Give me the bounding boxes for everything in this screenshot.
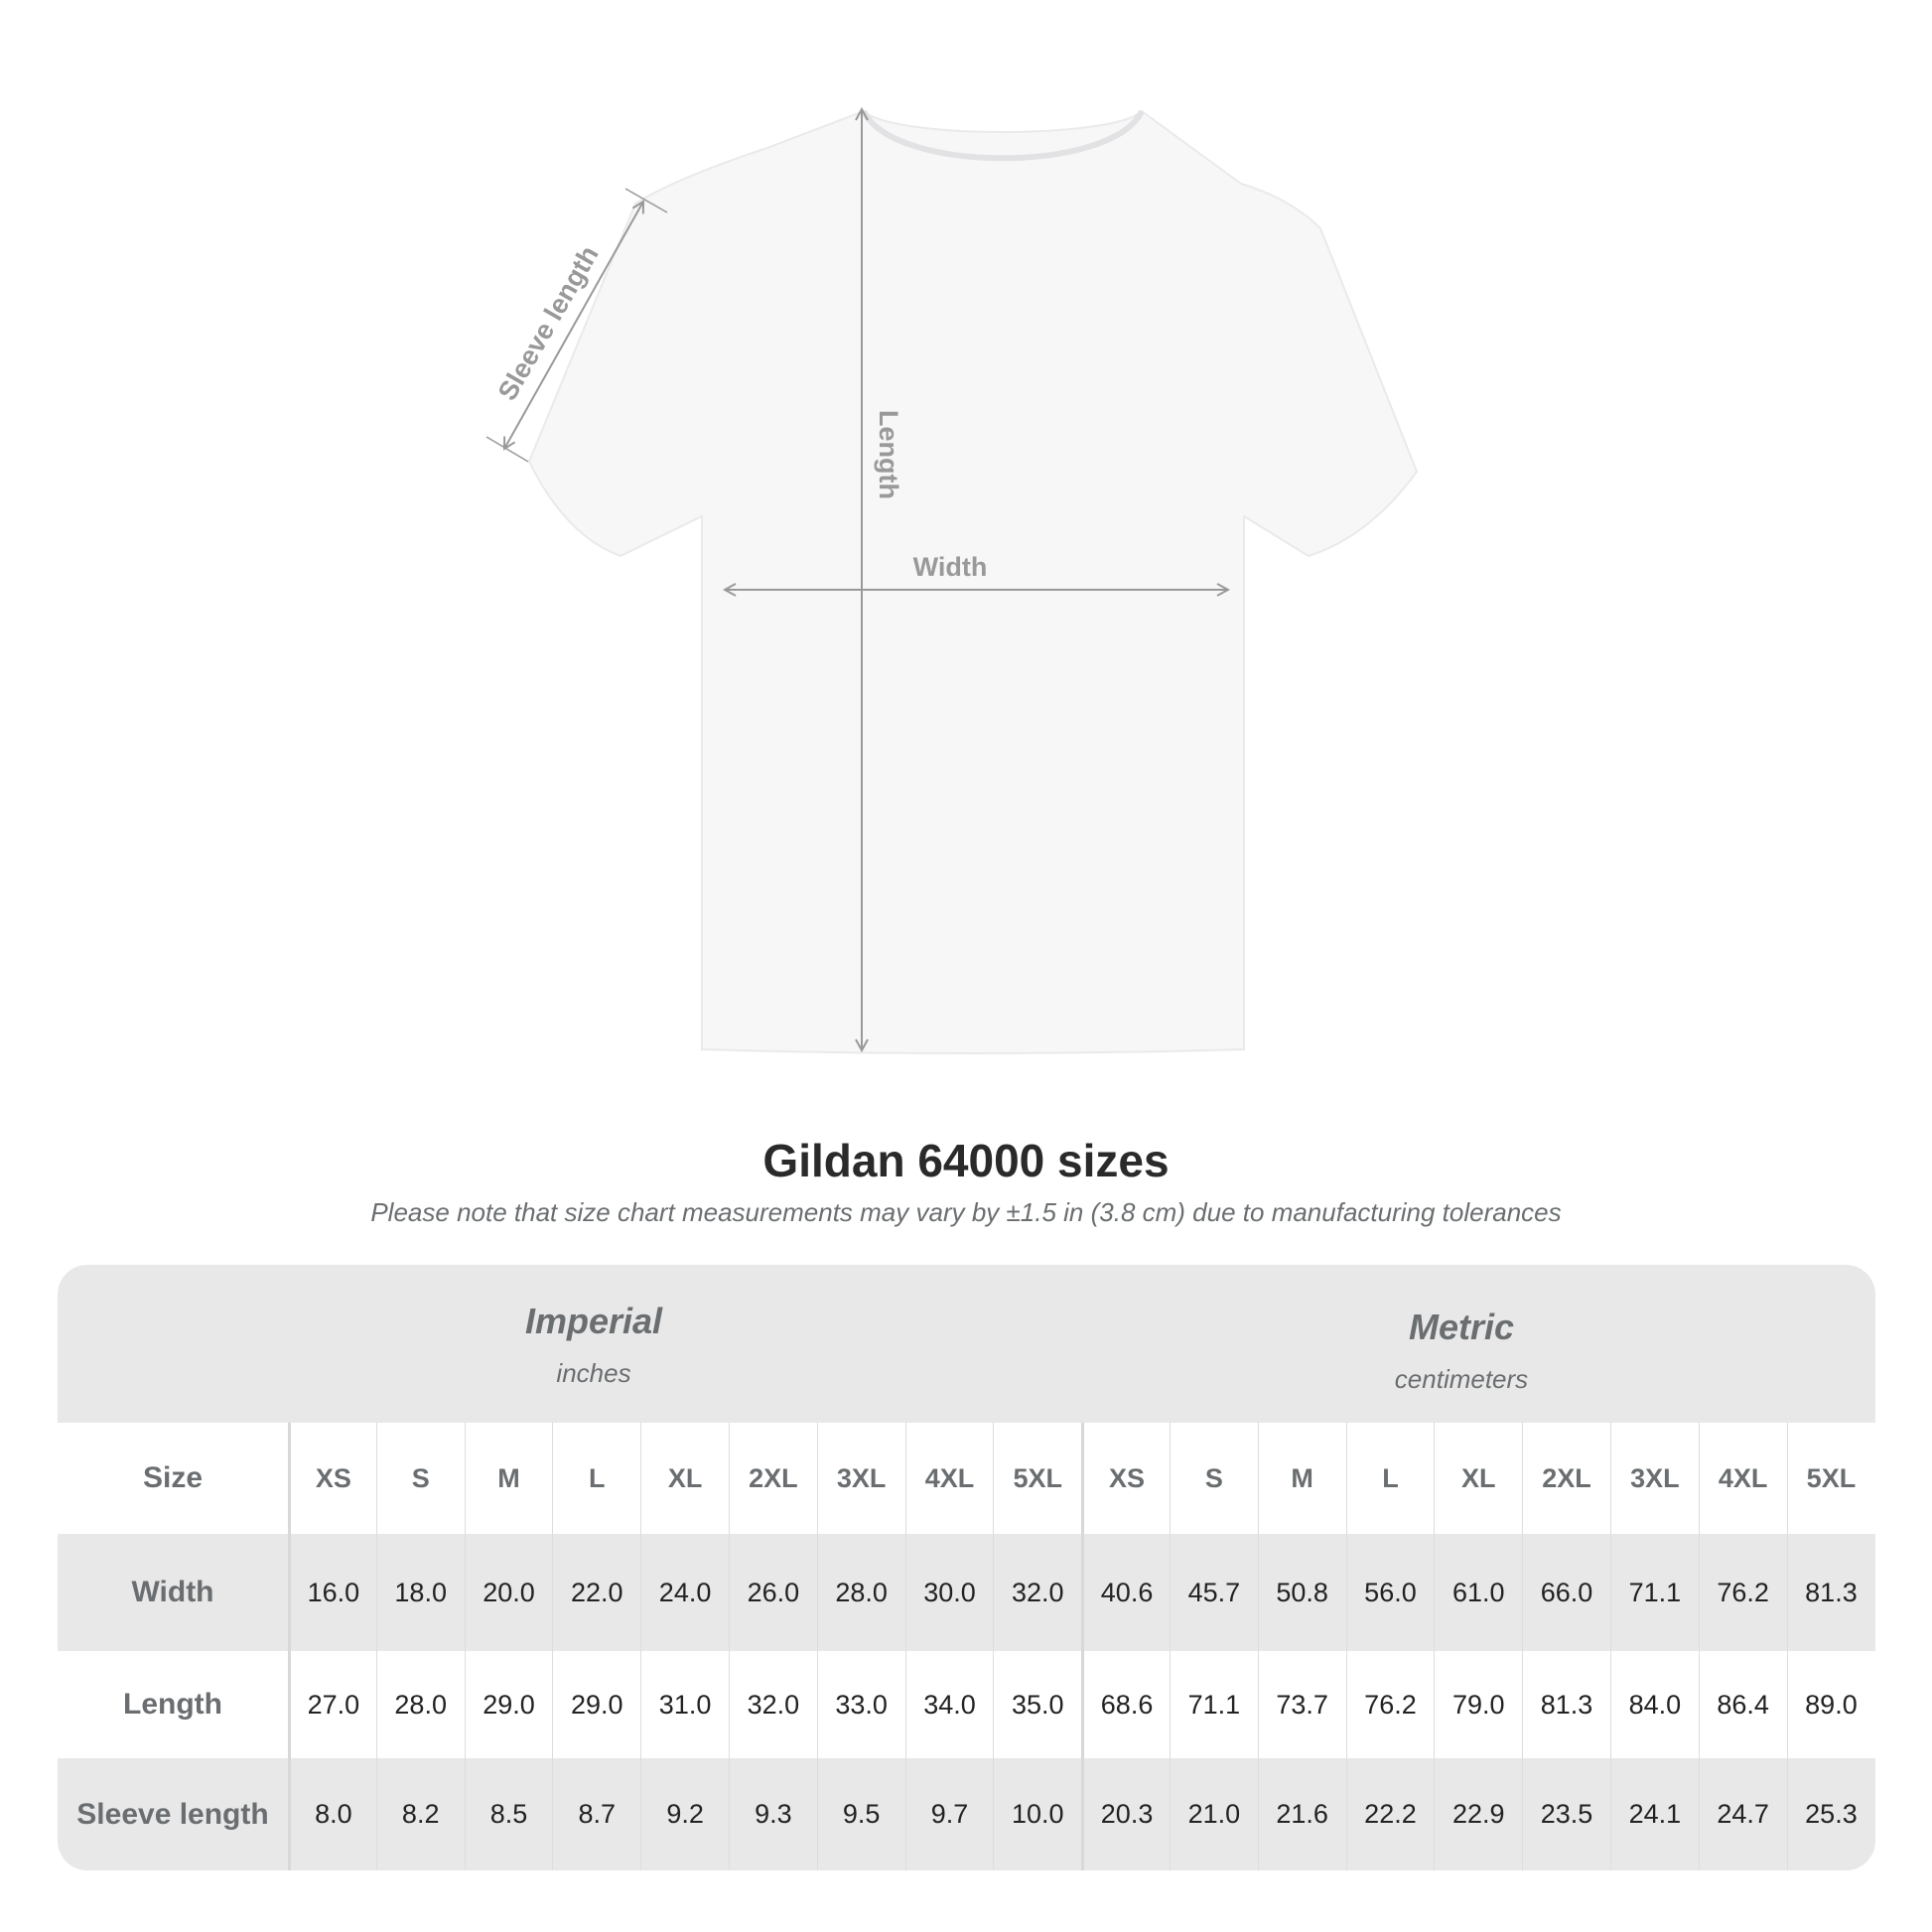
header-band bbox=[58, 1265, 1875, 1423]
sleeve-arrow bbox=[504, 202, 643, 449]
table-row: Sleeve length 8.0 8.2 8.5 8.7 9.2 9.3 9.5 9.7 10.… bbox=[58, 1758, 1875, 1870]
width-label: Width bbox=[913, 552, 988, 582]
size-header: M bbox=[464, 1423, 553, 1534]
size-header: XS bbox=[288, 1423, 376, 1534]
table-cell: 24.1 bbox=[1609, 1758, 1699, 1870]
imperial-unit: inches bbox=[556, 1358, 631, 1388]
table-cell: 50.8 bbox=[1257, 1534, 1346, 1651]
table-cell: 29.0 bbox=[464, 1651, 553, 1758]
size-header: 5XL bbox=[993, 1423, 1081, 1534]
tolerance-note: Please note that size chart measurements… bbox=[370, 1197, 1562, 1227]
metric-unit: centimeters bbox=[1394, 1364, 1529, 1394]
size-header: XL bbox=[1434, 1423, 1522, 1534]
table-cell: 66.0 bbox=[1522, 1534, 1610, 1651]
page-title: Gildan 64000 sizes bbox=[762, 1135, 1170, 1186]
table-cell: 89.0 bbox=[1786, 1651, 1875, 1758]
table-cell: 32.0 bbox=[728, 1651, 817, 1758]
size-header: 4XL bbox=[1698, 1423, 1787, 1534]
tshirt-diagram: Width Length Sleeve length bbox=[485, 0, 1419, 1054]
size-label: Size bbox=[142, 1461, 204, 1494]
table-cell: 20.0 bbox=[464, 1534, 553, 1651]
table-cell: 22.0 bbox=[552, 1534, 640, 1651]
table-cell: 81.3 bbox=[1786, 1534, 1875, 1651]
table-cell: 27.0 bbox=[288, 1651, 376, 1758]
table-cell: 22.9 bbox=[1434, 1758, 1522, 1870]
size-header: 3XL bbox=[816, 1423, 905, 1534]
table-cell: 26.0 bbox=[728, 1534, 817, 1651]
table-cell: 34.0 bbox=[904, 1651, 994, 1758]
imperial-name: Imperial bbox=[524, 1301, 663, 1341]
size-header: 2XL bbox=[728, 1423, 817, 1534]
table-cell: 9.5 bbox=[816, 1758, 905, 1870]
table-cell: 8.5 bbox=[464, 1758, 553, 1870]
table-cell: 68.6 bbox=[1081, 1651, 1170, 1758]
table-cell: 79.0 bbox=[1434, 1651, 1522, 1758]
table-cell: 22.2 bbox=[1345, 1758, 1435, 1870]
table-cell: 25.3 bbox=[1786, 1758, 1875, 1870]
table-cell: 9.3 bbox=[728, 1758, 817, 1870]
table-cell: 18.0 bbox=[375, 1534, 465, 1651]
row-label: Length bbox=[123, 1688, 222, 1721]
metric-header: Metric centimeters bbox=[1164, 1307, 1759, 1395]
table-cell: 8.7 bbox=[552, 1758, 640, 1870]
table-cell: 16.0 bbox=[288, 1534, 376, 1651]
table-cell: 10.0 bbox=[993, 1758, 1081, 1870]
size-header: L bbox=[1345, 1423, 1435, 1534]
table-cell: 81.3 bbox=[1522, 1651, 1610, 1758]
size-header: M bbox=[1257, 1423, 1346, 1534]
table-cell: 76.2 bbox=[1698, 1534, 1787, 1651]
size-header: XL bbox=[640, 1423, 729, 1534]
table-cell: 73.7 bbox=[1257, 1651, 1346, 1758]
size-header: 5XL bbox=[1786, 1423, 1875, 1534]
metric-name: Metric bbox=[1408, 1307, 1515, 1347]
size-header: 4XL bbox=[904, 1423, 994, 1534]
table-cell: 21.6 bbox=[1257, 1758, 1346, 1870]
table-cell: 56.0 bbox=[1345, 1534, 1435, 1651]
table-cell: 76.2 bbox=[1345, 1651, 1435, 1758]
size-header: S bbox=[375, 1423, 465, 1534]
table-cell: 21.0 bbox=[1169, 1758, 1258, 1870]
table-cell: 40.6 bbox=[1081, 1534, 1170, 1651]
table-cell: 28.0 bbox=[816, 1534, 905, 1651]
size-header: S bbox=[1169, 1423, 1258, 1534]
tshirt-shape bbox=[527, 109, 1419, 1054]
size-header: 3XL bbox=[1609, 1423, 1699, 1534]
table-cell: 9.7 bbox=[904, 1758, 994, 1870]
table-cell: 33.0 bbox=[816, 1651, 905, 1758]
size-row: Size XS S M L XL 2XL 3XL 4XL 5XL XS S M L XL 2XL 3XL 4XL… bbox=[58, 1423, 1875, 1534]
table-cell: 29.0 bbox=[552, 1651, 640, 1758]
table-cell: 31.0 bbox=[640, 1651, 729, 1758]
table-cell: 32.0 bbox=[993, 1534, 1081, 1651]
table-cell: 35.0 bbox=[993, 1651, 1081, 1758]
table-cell: 24.7 bbox=[1698, 1758, 1787, 1870]
table-cell: 28.0 bbox=[375, 1651, 465, 1758]
length-label: Length bbox=[874, 410, 903, 499]
size-header: XS bbox=[1081, 1423, 1170, 1534]
table-row: Width 16.0 18.0 20.0 22.0 24.0 26.0 28.0 30.0 32.… bbox=[58, 1534, 1875, 1651]
table-cell: 24.0 bbox=[640, 1534, 729, 1651]
table-row: Length 27.0 28.0 29.0 29.0 31.0 32.0 33.0 34.0 35… bbox=[58, 1651, 1875, 1758]
table-cell: 9.2 bbox=[640, 1758, 729, 1870]
table-cell: 86.4 bbox=[1698, 1651, 1787, 1758]
table-cell: 84.0 bbox=[1609, 1651, 1699, 1758]
size-header: 2XL bbox=[1522, 1423, 1610, 1534]
table-cell: 71.1 bbox=[1169, 1651, 1258, 1758]
table-cell: 71.1 bbox=[1609, 1534, 1699, 1651]
table-cell: 8.2 bbox=[375, 1758, 465, 1870]
imperial-header: Imperial inches bbox=[296, 1301, 892, 1389]
table-cell: 30.0 bbox=[904, 1534, 994, 1651]
size-header: L bbox=[552, 1423, 640, 1534]
table-cell: 23.5 bbox=[1522, 1758, 1610, 1870]
table-cell: 61.0 bbox=[1434, 1534, 1522, 1651]
table-cell: 45.7 bbox=[1169, 1534, 1258, 1651]
row-label: Width bbox=[131, 1576, 214, 1608]
row-label: Sleeve length bbox=[76, 1797, 269, 1831]
size-table: Imperial inches Metric centimeters Size … bbox=[58, 1265, 1875, 1870]
table-cell: 20.3 bbox=[1081, 1758, 1170, 1870]
table-cell: 8.0 bbox=[288, 1758, 376, 1870]
